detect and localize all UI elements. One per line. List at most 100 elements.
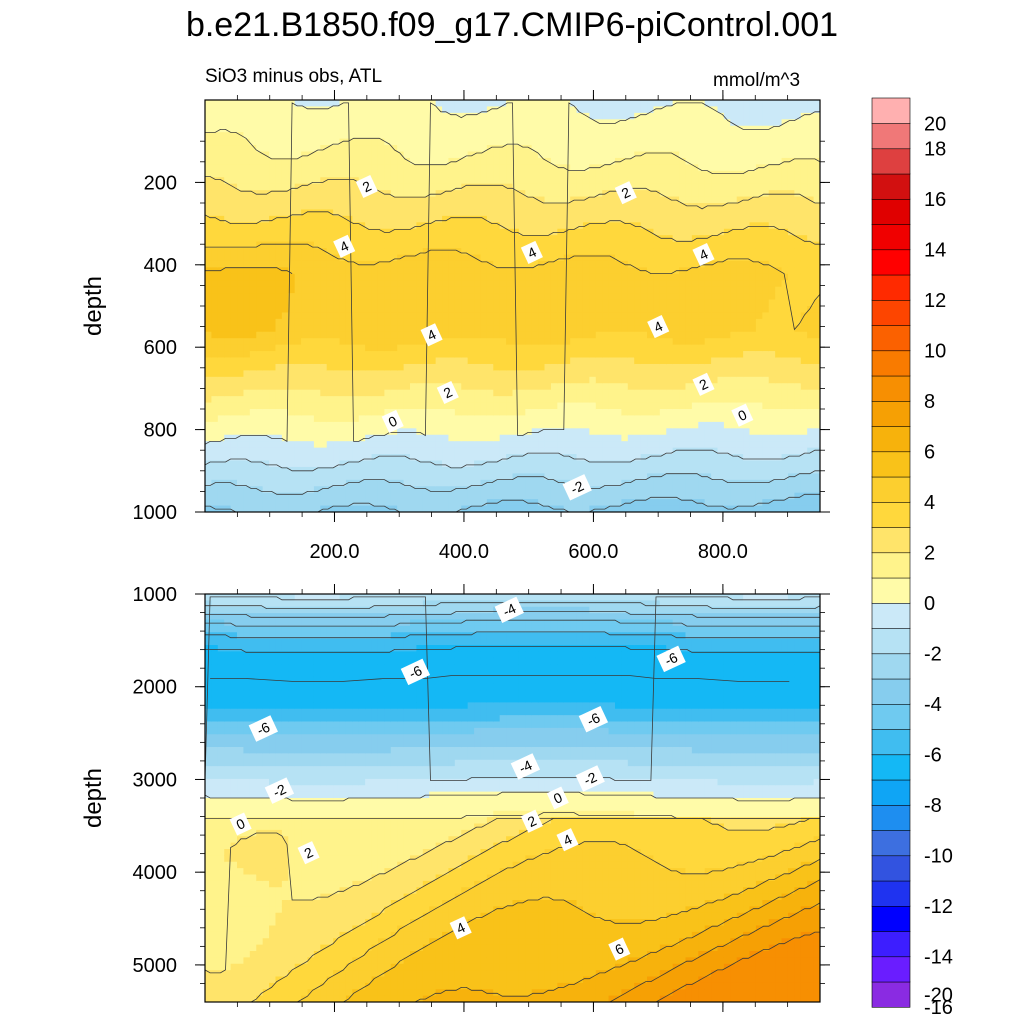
heatmap-cell: [448, 183, 456, 191]
heatmap-cell: [550, 215, 558, 223]
heatmap-cell: [461, 454, 469, 462]
heatmap-cell: [448, 434, 456, 442]
heatmap-cell: [243, 267, 251, 275]
heatmap-cell: [685, 409, 693, 417]
heatmap-cell: [205, 338, 213, 346]
heatmap-cell: [506, 344, 514, 352]
heatmap-cell: [582, 100, 590, 108]
heatmap-cell: [429, 260, 437, 268]
heatmap-cell: [224, 164, 232, 172]
heatmap-cell: [313, 106, 321, 114]
heatmap-cell: [454, 286, 462, 294]
heatmap-cell: [582, 164, 590, 172]
heatmap-cell: [685, 183, 693, 191]
heatmap-cell: [377, 177, 385, 185]
heatmap-cell: [691, 447, 699, 455]
heatmap-cell: [615, 235, 623, 243]
heatmap-cell: [512, 138, 520, 146]
heatmap-cell: [448, 286, 456, 294]
heatmap-cell: [595, 428, 603, 436]
heatmap-cell: [275, 183, 283, 191]
heatmap-cell: [582, 267, 590, 275]
heatmap-cell: [608, 157, 616, 165]
heatmap-cell: [269, 383, 277, 391]
heatmap-cell: [422, 267, 430, 275]
heatmap-cell: [313, 222, 321, 230]
heatmap-cell: [474, 338, 482, 346]
heatmap-cell: [345, 428, 353, 436]
heatmap-cell: [217, 376, 225, 384]
heatmap-cell: [589, 260, 597, 268]
heatmap-cell: [384, 203, 392, 211]
heatmap-cell: [493, 396, 501, 404]
heatmap-cell: [589, 383, 597, 391]
heatmap-cell: [557, 325, 565, 333]
heatmap-cell: [377, 370, 385, 378]
heatmap-cell: [269, 177, 277, 185]
panel-subtitle: SiO3 minus obs, ATL: [205, 66, 383, 87]
heatmap-cell: [377, 164, 385, 172]
heatmap-cell: [345, 209, 353, 217]
heatmap-cell: [262, 112, 270, 120]
heatmap-cell: [544, 402, 552, 410]
heatmap-cell: [659, 415, 667, 423]
heatmap-cell: [211, 363, 219, 371]
heatmap-cell: [666, 473, 674, 481]
heatmap-cell: [333, 447, 341, 455]
heatmap-cell: [390, 447, 398, 455]
heatmap-cell: [602, 344, 610, 352]
heatmap-cell: [544, 170, 552, 178]
heatmap-cell: [224, 402, 232, 410]
heatmap-cell: [486, 447, 494, 455]
heatmap-cell: [474, 203, 482, 211]
heatmap-cell: [205, 273, 213, 281]
heatmap-cell: [467, 100, 475, 108]
heatmap-cell: [281, 421, 289, 429]
heatmap-cell: [679, 138, 687, 146]
heatmap-cell: [666, 112, 674, 120]
heatmap-cell: [653, 460, 661, 468]
heatmap-cell: [237, 505, 245, 512]
heatmap-cell: [672, 248, 680, 256]
heatmap-cell: [217, 434, 225, 442]
heatmap-cell: [531, 100, 539, 108]
heatmap-cell: [685, 203, 693, 211]
heatmap-cell: [544, 125, 552, 133]
heatmap-cell: [672, 357, 680, 365]
heatmap-cell: [506, 293, 514, 301]
heatmap-cell: [659, 100, 667, 108]
heatmap-cell: [371, 460, 379, 468]
heatmap-cell: [339, 151, 347, 159]
heatmap-cell: [550, 157, 558, 165]
heatmap-cell: [582, 306, 590, 314]
heatmap-cell: [429, 370, 437, 378]
heatmap-cell: [557, 331, 565, 339]
heatmap-cell: [230, 177, 238, 185]
heatmap-cell: [256, 157, 264, 165]
heatmap-cell: [230, 325, 238, 333]
heatmap-cell: [326, 428, 334, 436]
heatmap-cell: [224, 357, 232, 365]
heatmap-cell: [570, 370, 578, 378]
heatmap-cell: [313, 421, 321, 429]
heatmap-cell: [320, 164, 328, 172]
heatmap-cell: [352, 357, 360, 365]
heatmap-cell: [627, 215, 635, 223]
heatmap-cell: [506, 402, 514, 410]
heatmap-cell: [582, 460, 590, 468]
heatmap-cell: [307, 145, 315, 153]
heatmap-cell: [371, 505, 379, 512]
heatmap-cell: [339, 357, 347, 365]
heatmap-cell: [672, 376, 680, 384]
heatmap-cell: [320, 132, 328, 140]
heatmap-cell: [691, 222, 699, 230]
heatmap-cell: [461, 286, 469, 294]
heatmap-cell: [544, 248, 552, 256]
heatmap-cell: [448, 100, 456, 108]
heatmap-cell: [345, 415, 353, 423]
heatmap-cell: [666, 273, 674, 281]
heatmap-cell: [582, 151, 590, 159]
heatmap-cell: [602, 112, 610, 120]
heatmap-cell: [275, 331, 283, 339]
heatmap-cell: [582, 409, 590, 417]
